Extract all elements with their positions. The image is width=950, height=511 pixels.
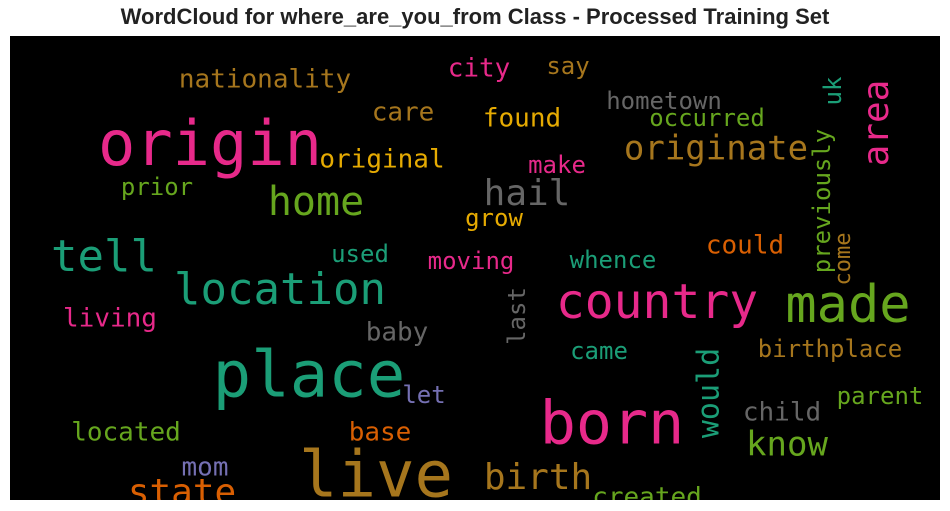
word-made: made xyxy=(785,275,910,335)
word-come: come xyxy=(831,233,856,286)
word-location: location xyxy=(174,264,386,315)
word-baby: baby xyxy=(366,318,429,348)
word-birthplace: birthplace xyxy=(758,335,903,363)
word-previously: previously xyxy=(808,129,836,274)
word-know: know xyxy=(746,425,828,465)
word-area: area xyxy=(856,80,897,167)
word-child: child xyxy=(743,398,821,428)
words-layer: origin place live born country made location ho… xyxy=(51,52,923,500)
word-country: country xyxy=(556,274,758,330)
word-used: used xyxy=(331,240,389,268)
word-could: could xyxy=(706,231,784,261)
word-base: base xyxy=(349,418,412,448)
word-parent: parent xyxy=(837,382,924,410)
word-uk: uk xyxy=(819,76,847,105)
word-found: found xyxy=(483,104,561,134)
word-say: say xyxy=(546,52,589,80)
word-let: let xyxy=(402,381,445,409)
word-mom: mom xyxy=(182,453,229,483)
word-prior: prior xyxy=(121,173,193,201)
word-care: care xyxy=(372,98,435,128)
word-located: located xyxy=(71,418,181,448)
word-birth: birth xyxy=(484,457,592,498)
word-came: came xyxy=(570,337,628,365)
word-tell: tell xyxy=(51,231,157,282)
word-occurred: occurred xyxy=(649,104,765,132)
word-whence: whence xyxy=(570,246,657,274)
word-home: home xyxy=(268,179,364,225)
word-born: born xyxy=(540,389,685,459)
word-originate: originate xyxy=(624,129,808,169)
word-would: would xyxy=(692,348,727,438)
word-grow: grow xyxy=(465,204,523,232)
word-hometown: hometown xyxy=(606,87,722,115)
word-created: created xyxy=(592,483,702,501)
word-state: state xyxy=(128,472,236,500)
word-last: last xyxy=(503,287,531,345)
word-nationality: nationality xyxy=(179,65,351,95)
word-original: original xyxy=(319,145,444,175)
word-moving: moving xyxy=(428,247,515,275)
chart-title: WordCloud for where_are_you_from Class -… xyxy=(120,4,830,29)
word-hail: hail xyxy=(484,173,571,214)
word-place: place xyxy=(213,339,406,413)
word-city: city xyxy=(448,54,511,84)
word-live: live xyxy=(299,439,453,500)
word-living: living xyxy=(63,304,157,334)
word-make: make xyxy=(528,151,586,179)
word-origin: origin xyxy=(98,107,322,180)
wordcloud-canvas: origin place live born country made location ho… xyxy=(10,36,940,500)
wordcloud-background xyxy=(10,36,940,500)
